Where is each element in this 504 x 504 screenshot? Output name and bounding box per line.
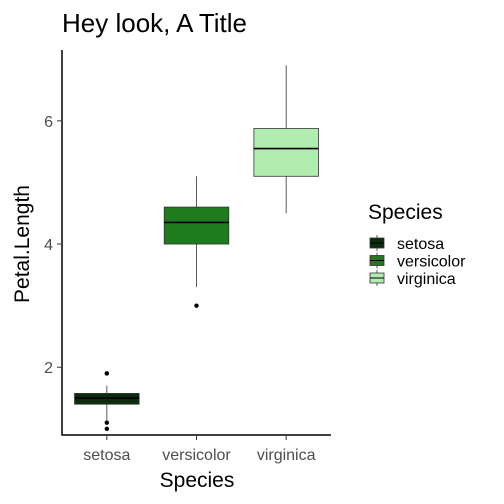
y-tick-label-2: 2 bbox=[44, 360, 53, 377]
x-tick-label-virginica: virginica bbox=[257, 447, 316, 464]
legend-label-virginica: virginica bbox=[397, 271, 456, 288]
outlier-point-setosa-1 bbox=[104, 420, 110, 425]
legend-label-versicolor: versicolor bbox=[397, 254, 466, 271]
legend-title: Species bbox=[368, 201, 443, 224]
legend-item-setosa: setosa bbox=[369, 235, 444, 253]
outlier-point-setosa-3 bbox=[104, 371, 110, 376]
box-virginica bbox=[253, 65, 319, 214]
plot-area: 2 4 6 setosa versicolor virginica bbox=[44, 50, 331, 464]
outlier-point-versicolor-0 bbox=[194, 303, 199, 308]
y-axis-title: Petal.Length bbox=[11, 185, 34, 303]
legend-item-virginica: virginica bbox=[369, 270, 456, 288]
box-versicolor bbox=[163, 176, 230, 308]
box-body-versicolor bbox=[163, 206, 230, 245]
x-tick-label-versicolor: versicolor bbox=[162, 447, 231, 464]
x-tick-label-setosa: setosa bbox=[83, 447, 130, 464]
y-tick-label-4: 4 bbox=[44, 237, 53, 254]
y-tick-label-6: 6 bbox=[44, 114, 53, 131]
box-body-virginica bbox=[253, 128, 319, 177]
outlier-point-setosa-0 bbox=[104, 426, 110, 432]
chart-title: Hey look, A Title bbox=[62, 8, 247, 38]
legend-item-versicolor: versicolor bbox=[369, 252, 466, 271]
box-setosa bbox=[74, 371, 140, 432]
x-axis-title: Species bbox=[160, 469, 235, 492]
legend-label-setosa: setosa bbox=[397, 236, 444, 253]
